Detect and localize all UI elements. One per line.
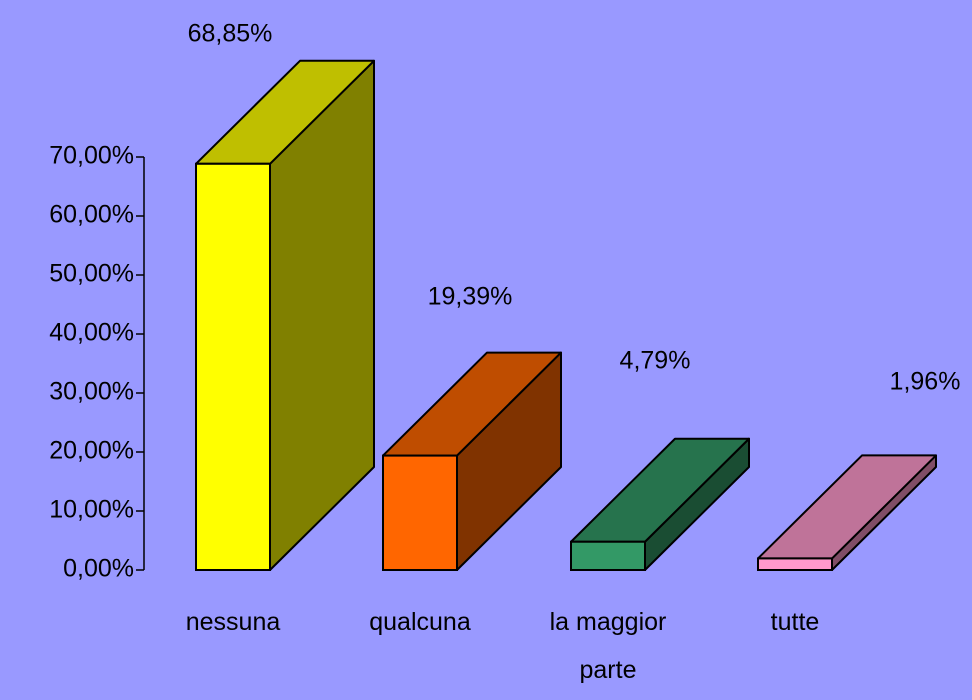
bar-front [570, 540, 646, 572]
bar-front [757, 557, 833, 571]
value-label: 4,79% [620, 347, 691, 375]
value-label: 1,96% [890, 368, 961, 396]
x-tick-label: qualcuna [369, 608, 471, 636]
y-tick-label: 10,00% [49, 496, 134, 524]
x-tick-label: tutte [770, 608, 820, 636]
y-tick-label: 20,00% [49, 437, 134, 465]
value-label: 19,39% [428, 283, 513, 311]
bar-front [382, 454, 458, 571]
y-tick-label: 70,00% [49, 142, 134, 170]
y-tick-label: 50,00% [49, 260, 134, 288]
y-tick-label: 60,00% [49, 201, 134, 229]
y-tick-label: 40,00% [49, 319, 134, 347]
bar-top [757, 454, 937, 560]
x-tick-label: la maggior parte [549, 608, 667, 684]
bar [195, 59, 375, 571]
bar [757, 454, 937, 571]
x-tick-label: nessuna [185, 608, 281, 636]
bar-front [195, 162, 271, 571]
y-tick-label: 30,00% [49, 378, 134, 406]
y-tick-label: 0,00% [63, 555, 134, 583]
bar [570, 437, 750, 572]
value-label: 68,85% [188, 20, 273, 48]
bar [382, 351, 562, 571]
